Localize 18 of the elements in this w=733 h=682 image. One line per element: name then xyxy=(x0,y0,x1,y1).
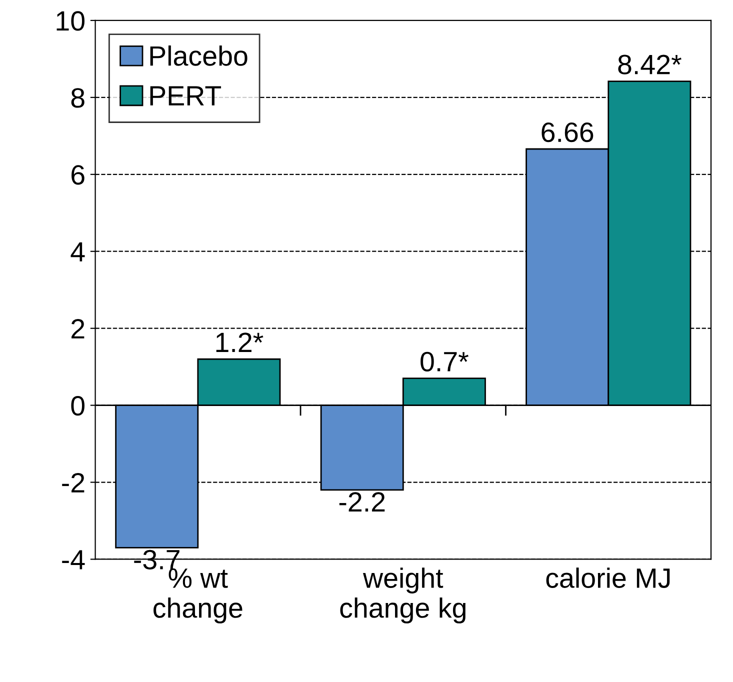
x-tick-label: % wt change xyxy=(154,568,242,624)
data-label: 6.66 xyxy=(542,122,594,142)
data-label: 8.42* xyxy=(618,54,682,74)
x-tick-label: calorie MJ xyxy=(546,568,670,588)
data-label: 1.2* xyxy=(216,332,264,352)
y-tick-label: 8 xyxy=(71,88,84,108)
y-tick-label: -2 xyxy=(62,472,84,492)
y-tick-label: 10 xyxy=(56,11,84,31)
legend-label: PERT xyxy=(150,86,222,106)
y-tick-label: 6 xyxy=(72,165,84,185)
data-label: 0.7* xyxy=(420,352,468,372)
y-tick-label: 4 xyxy=(70,242,85,262)
x-tick-label: weight change kg xyxy=(340,568,466,624)
y-tick-label: 0 xyxy=(71,396,84,416)
y-tick-label: -4 xyxy=(62,550,85,570)
y-tick-label: 2 xyxy=(72,319,84,338)
legend-label: Placebo xyxy=(150,45,248,66)
data-label: -2.2 xyxy=(339,492,385,512)
